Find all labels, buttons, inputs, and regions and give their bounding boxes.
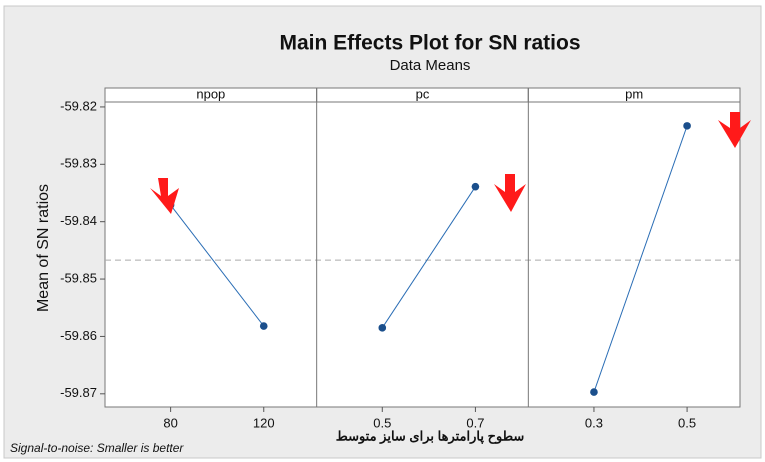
x-tick-label: 0.5: [373, 415, 391, 430]
x-axis-label: سطوح پارامترها برای سایز متوسط: [336, 428, 525, 444]
red-arrow: [150, 178, 179, 214]
x-tick-label: 0.5: [678, 415, 696, 430]
effect-line: [170, 204, 265, 327]
x-tick-label: 120: [253, 415, 275, 430]
y-tick-label: -59.83: [60, 156, 97, 171]
y-tick-label: -59.82: [60, 98, 97, 113]
red-arrow: [718, 112, 751, 148]
data-point: [259, 322, 268, 330]
panel-label: pm: [625, 86, 643, 101]
data-point: [683, 122, 691, 130]
data-point: [471, 182, 480, 191]
data-point: [590, 388, 598, 396]
y-tick-label: -59.84: [60, 213, 97, 228]
effect-line: [593, 125, 688, 393]
red-arrow: [494, 174, 526, 212]
chart-title: Main Effects Plot for SN ratios: [279, 32, 580, 55]
data-point: [378, 324, 387, 332]
annotations: [150, 112, 751, 214]
panel-label: npop: [196, 86, 225, 101]
y-axis-label: Mean of SN ratios: [35, 184, 52, 312]
x-tick-label: 0.3: [585, 415, 603, 430]
y-tick-label: -59.86: [60, 328, 97, 343]
y-tick-label: -59.87: [60, 385, 97, 400]
x-tick-label: 0.7: [466, 415, 484, 430]
chart-subtitle: Data Means: [390, 57, 471, 74]
x-tick-label: 80: [163, 415, 177, 430]
panel-label: pc: [416, 86, 430, 101]
effect-line: [381, 186, 476, 329]
footnote: Signal-to-noise: Smaller is better: [10, 441, 184, 455]
plot-area: -59.82 -59.83 -59.84 -59.85 -59.86 -59.87 npop…: [60, 86, 741, 430]
y-tick-label: -59.85: [60, 270, 97, 285]
